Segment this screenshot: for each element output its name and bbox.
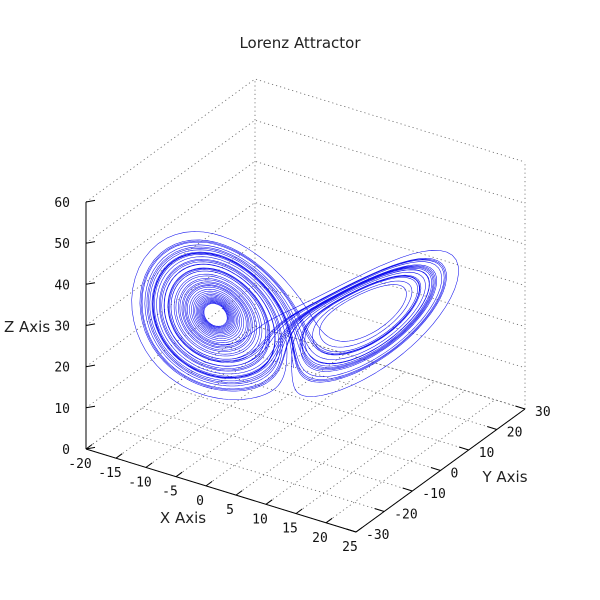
y-tick-mark xyxy=(374,508,385,512)
z-tick-mark xyxy=(85,405,96,409)
floor-grid-line-x xyxy=(205,362,376,487)
y-tick-label: 0 xyxy=(451,467,459,482)
x-tick-mark xyxy=(85,444,93,450)
tick-labels: -20 -15 -10 -5 0 5 10 15 20 25 -30 -20 -10 0 10 20 30 0 10… xyxy=(54,196,550,555)
z-tick-label: 0 xyxy=(62,443,70,458)
z-tick-label: 10 xyxy=(54,402,70,417)
y-tick-label: -20 xyxy=(394,508,417,523)
y-tick-label: -10 xyxy=(422,487,445,502)
floor-grid-line-y xyxy=(142,407,413,492)
z-tick-label: 50 xyxy=(54,237,70,252)
floor-grid-line-y xyxy=(114,428,385,512)
z-tick-mark xyxy=(85,323,96,326)
y-tick-label: -30 xyxy=(366,528,389,543)
grid-layer xyxy=(85,78,526,533)
x-tick-label: 15 xyxy=(282,522,298,537)
x-tick-mark xyxy=(145,462,153,468)
chart-title: Lorenz Attractor xyxy=(239,34,361,52)
wall-grid-line-z xyxy=(85,78,526,203)
y-tick-mark xyxy=(430,467,441,471)
y-axis-label: Y Axis xyxy=(481,468,527,486)
y-tick-mark xyxy=(346,528,357,533)
x-tick-mark xyxy=(295,508,303,515)
y-tick-mark xyxy=(402,487,413,492)
series-layer xyxy=(131,231,459,400)
z-tick-mark xyxy=(85,364,96,368)
y-tick-mark xyxy=(487,426,497,430)
x-axis-line xyxy=(85,448,357,533)
floor-grid-line-y xyxy=(254,325,526,410)
wall-grid-line-z xyxy=(85,325,526,450)
z-tick-label: 40 xyxy=(54,278,70,293)
z-tick-mark xyxy=(85,199,96,203)
y-tick-mark xyxy=(458,446,469,451)
z-tick-mark xyxy=(85,282,96,285)
x-tick-label: 10 xyxy=(252,512,268,527)
lorenz-trajectory-line xyxy=(131,231,459,400)
axes xyxy=(85,199,526,533)
y-tick-label: 10 xyxy=(479,446,495,461)
z-tick-label: 30 xyxy=(54,320,70,335)
z-tick-label: 20 xyxy=(54,361,70,376)
floor-grid-line-y xyxy=(170,387,441,471)
x-tick-label: 20 xyxy=(312,531,328,546)
x-tick-label: -10 xyxy=(128,475,151,490)
y-tick-label: 20 xyxy=(507,426,523,441)
x-tick-label: -15 xyxy=(98,466,121,481)
floor-grid-line-x xyxy=(325,399,496,524)
y-tick-label: 30 xyxy=(535,405,551,420)
x-tick-mark xyxy=(355,527,363,533)
x-tick-label: -20 xyxy=(68,457,91,472)
x-tick-label: 5 xyxy=(226,503,234,518)
floor-grid-line-x xyxy=(265,380,436,505)
floor-grid-line-y xyxy=(198,366,469,451)
x-tick-label: 25 xyxy=(342,540,358,555)
x-tick-mark xyxy=(235,490,243,496)
z-tick-label: 60 xyxy=(54,196,70,211)
floor-grid-line-x xyxy=(235,371,406,496)
x-tick-mark xyxy=(175,471,183,478)
floor-grid-line-x xyxy=(115,334,286,459)
z-tick-mark xyxy=(85,446,96,450)
x-tick-label: -5 xyxy=(162,485,178,500)
y-tick-mark xyxy=(515,405,526,410)
z-tick-mark xyxy=(85,241,96,244)
x-tick-mark xyxy=(325,517,333,524)
x-tick-mark xyxy=(265,499,273,505)
floor-grid-line-y xyxy=(226,346,497,430)
wall-grid-line-z xyxy=(85,119,526,244)
z-axis-label: Z Axis xyxy=(4,318,50,336)
x-axis-label: X Axis xyxy=(160,509,206,527)
x-tick-mark xyxy=(205,480,213,487)
x-tick-mark xyxy=(115,453,123,459)
x-tick-label: 0 xyxy=(196,494,204,509)
floor-grid-line-x xyxy=(145,344,316,468)
